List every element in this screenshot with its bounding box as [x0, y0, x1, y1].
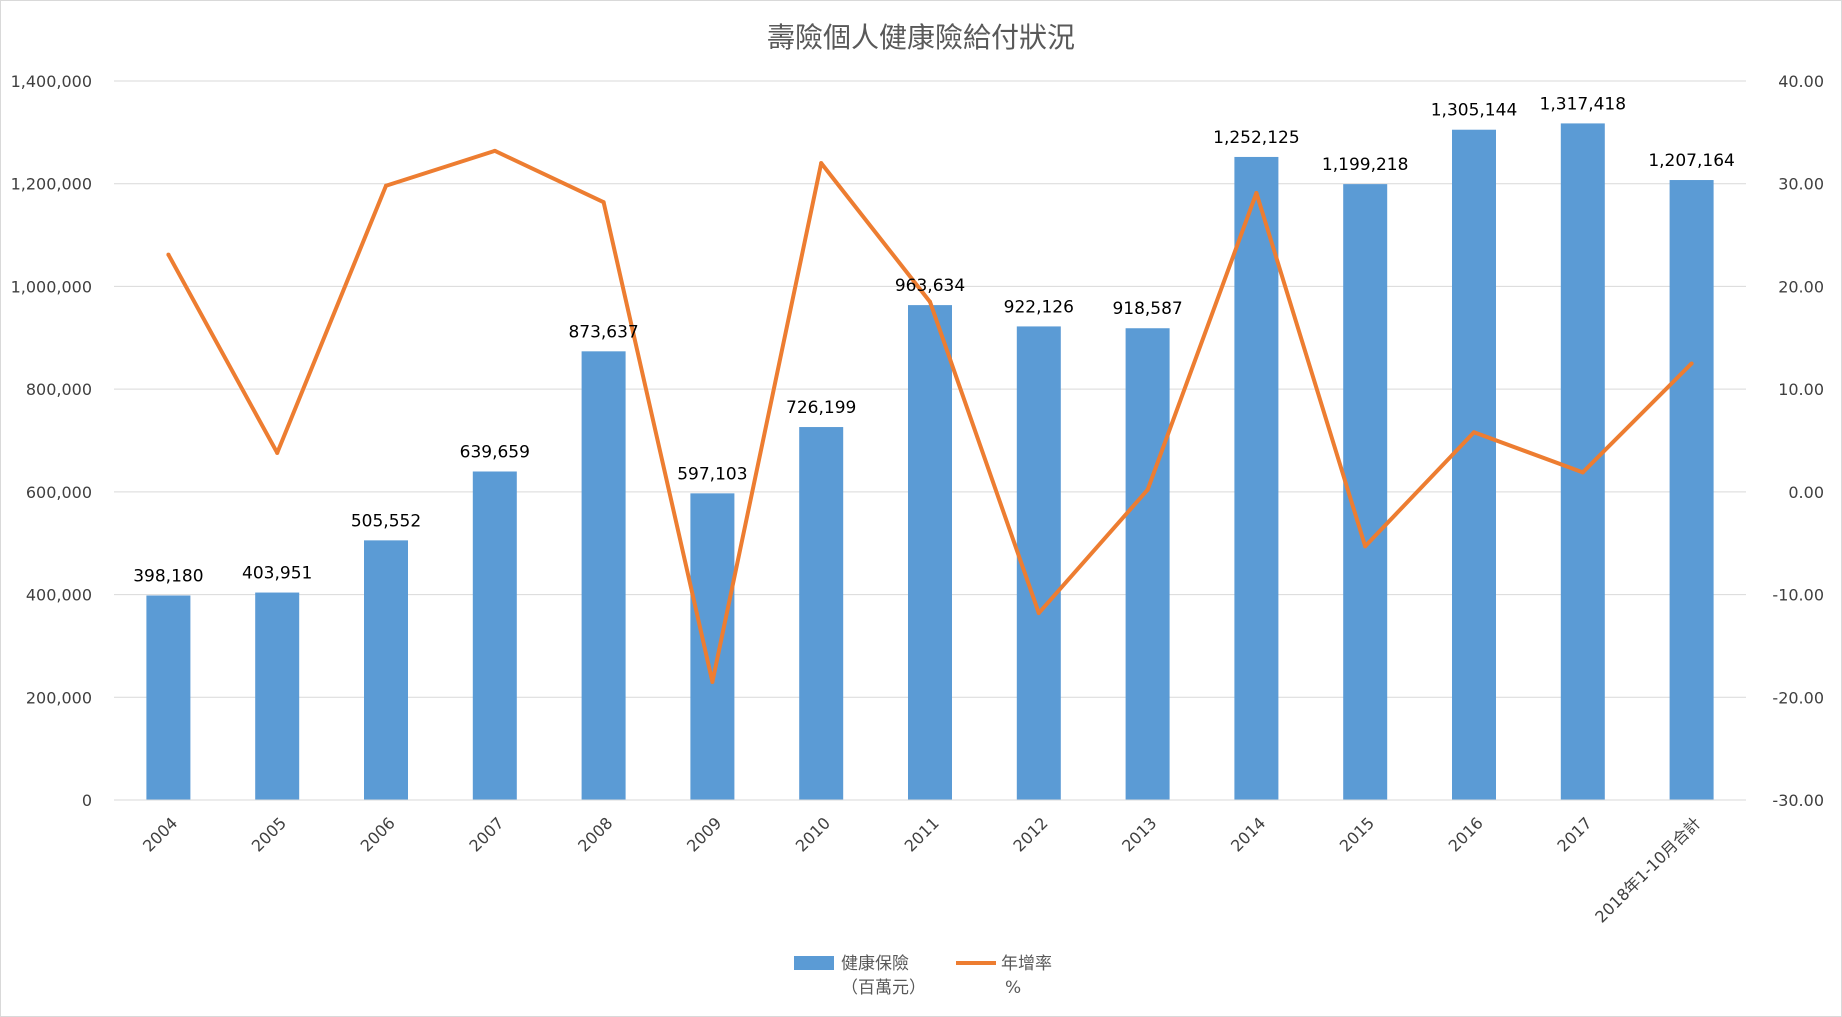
bar-data-label: 403,951 — [242, 564, 312, 584]
bar — [1669, 180, 1714, 801]
right-tick-label: -20.00 — [1772, 688, 1824, 707]
bar — [581, 351, 626, 800]
x-tick-label: 2012 — [1009, 813, 1051, 855]
bar-data-label: 1,199,218 — [1322, 155, 1409, 175]
bar — [908, 305, 952, 800]
x-tick-label: 2013 — [1118, 813, 1160, 855]
line-series — [166, 148, 1694, 684]
bar — [364, 540, 408, 800]
x-tick-label: 2016 — [1445, 813, 1487, 855]
bar-series — [146, 123, 1714, 801]
line-point — [275, 450, 280, 455]
x-tick-label: 2004 — [139, 813, 181, 855]
line-point — [1145, 487, 1150, 492]
bar-data-label: 1,252,125 — [1213, 128, 1300, 148]
bar — [1016, 326, 1061, 800]
right-tick-label: 0.00 — [1788, 483, 1824, 502]
line-point — [1254, 190, 1259, 195]
bar — [1234, 156, 1279, 800]
line-point — [819, 161, 824, 166]
bar — [255, 592, 300, 800]
bar-data-label: 873,637 — [568, 322, 638, 342]
bar — [799, 427, 844, 800]
bar — [146, 595, 191, 800]
left-tick-label: 600,000 — [26, 483, 92, 502]
right-axis: -30.00 -20.00 -10.00 0.00 10.00 20.00 30.00 40.… — [1772, 72, 1824, 810]
bar-data-labels: 398,180 403,951 505,552 639,659 873,637 597,1… — [133, 94, 1735, 586]
left-tick-label: 800,000 — [26, 380, 92, 399]
right-tick-label: 40.00 — [1778, 72, 1824, 91]
x-tick-label: 2014 — [1227, 813, 1269, 855]
x-tick-label: 2007 — [465, 813, 507, 855]
line-point — [1363, 544, 1368, 549]
line-point — [1036, 611, 1041, 616]
bar — [690, 493, 735, 800]
legend-swatch-bar — [794, 956, 834, 970]
x-tick-label: 2010 — [792, 813, 834, 855]
right-tick-label: 10.00 — [1778, 380, 1824, 399]
x-tick-label: 2009 — [683, 813, 725, 855]
bar — [1125, 328, 1170, 800]
bar-data-label: 639,659 — [460, 442, 530, 462]
line-point — [710, 679, 715, 684]
bar-data-label: 1,207,164 — [1648, 151, 1735, 171]
bar-data-label: 505,552 — [351, 511, 421, 531]
right-tick-label: -30.00 — [1772, 791, 1824, 810]
line-point — [1472, 430, 1476, 435]
line-point — [1689, 361, 1694, 366]
bar-data-label: 726,199 — [786, 398, 856, 418]
left-tick-label: 1,400,000 — [11, 72, 92, 91]
legend-label-line: 年增率% — [1001, 954, 1052, 998]
x-tick-label: 2018年1-10月合計 — [1591, 813, 1704, 926]
left-tick-label: 0 — [82, 791, 92, 810]
bar-data-label: 1,317,418 — [1540, 94, 1627, 114]
left-tick-label: 1,200,000 — [11, 175, 92, 194]
bar — [472, 471, 517, 800]
right-tick-label: 30.00 — [1778, 175, 1824, 194]
x-tick-label: 2005 — [248, 813, 290, 855]
legend-label-bar: 健康保險（百萬元） — [841, 954, 926, 998]
left-tick-label: 400,000 — [26, 586, 92, 605]
line-point — [492, 148, 497, 153]
bar — [1452, 129, 1496, 800]
left-tick-label: 1,000,000 — [11, 277, 92, 296]
x-tick-label: 2017 — [1553, 813, 1595, 855]
line-point — [928, 299, 932, 304]
line-point — [1580, 470, 1585, 475]
bar-data-label: 963,634 — [895, 276, 965, 296]
bar-data-label: 597,103 — [677, 464, 747, 484]
line-point — [166, 252, 171, 257]
x-tick-label: 2015 — [1336, 813, 1378, 855]
x-tick-label: 2011 — [901, 813, 943, 855]
right-tick-label: -10.00 — [1772, 586, 1824, 605]
bar-data-label: 398,180 — [133, 567, 203, 587]
legend: 健康保險（百萬元） 年增率% — [794, 954, 1052, 998]
bar-data-label: 918,587 — [1112, 299, 1182, 319]
bar — [1560, 123, 1605, 801]
line-point — [601, 200, 606, 205]
x-tick-label: 2006 — [357, 813, 399, 855]
line-point — [384, 183, 388, 188]
left-axis: 0 200,000 400,000 600,000 800,000 1,000,000 1,… — [11, 72, 92, 810]
x-axis: 2004 2005 2006 2007 2008 2009 2010 2011 2012 2013… — [114, 799, 1746, 927]
bar-data-label: 1,305,144 — [1431, 101, 1518, 121]
left-tick-label: 200,000 — [26, 688, 92, 707]
x-tick-label: 2008 — [574, 813, 616, 855]
right-tick-label: 20.00 — [1778, 277, 1824, 296]
chart-title: 壽險個人健康險給付狀況 — [767, 21, 1075, 54]
bar-data-label: 922,126 — [1004, 297, 1074, 317]
